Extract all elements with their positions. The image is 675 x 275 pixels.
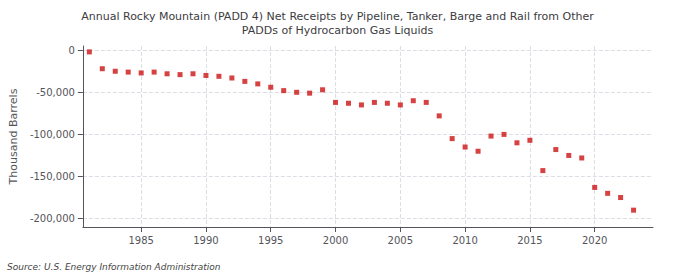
svg-text:-200,000: -200,000 xyxy=(30,213,75,224)
svg-text:2000: 2000 xyxy=(323,235,348,246)
svg-text:0: 0 xyxy=(68,45,74,56)
svg-text:1990: 1990 xyxy=(193,235,218,246)
svg-text:2010: 2010 xyxy=(452,235,477,246)
svg-text:Thousand Barrels: Thousand Barrels xyxy=(7,88,20,185)
svg-text:2015: 2015 xyxy=(517,235,542,246)
svg-text:1985: 1985 xyxy=(128,235,153,246)
svg-text:-150,000: -150,000 xyxy=(30,171,75,182)
svg-text:Source: U.S. Energy Informatio: Source: U.S. Energy Information Administ… xyxy=(7,262,221,272)
svg-text:PADDs of Hydrocarbon Gas Liqui: PADDs of Hydrocarbon Gas Liquids xyxy=(242,24,434,37)
svg-text:2005: 2005 xyxy=(388,235,413,246)
svg-text:-50,000: -50,000 xyxy=(36,87,75,98)
svg-text:2020: 2020 xyxy=(582,235,607,246)
svg-text:-100,000: -100,000 xyxy=(30,129,75,140)
svg-text:Annual Rocky Mountain (PADD 4): Annual Rocky Mountain (PADD 4) Net Recei… xyxy=(81,10,594,23)
svg-text:1995: 1995 xyxy=(258,235,283,246)
